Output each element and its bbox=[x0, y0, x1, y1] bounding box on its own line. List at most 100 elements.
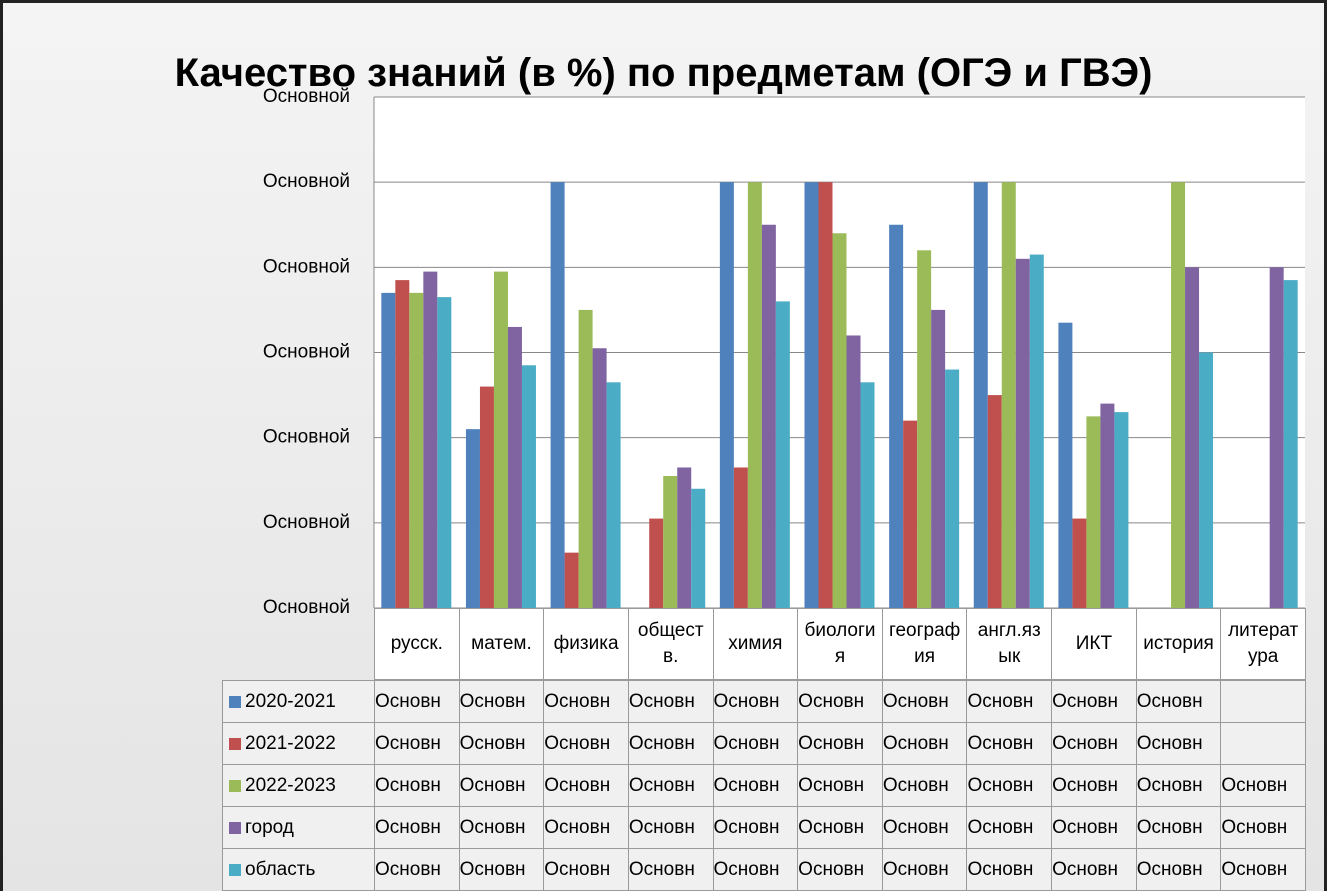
table-value: Основн bbox=[881, 764, 968, 807]
bar bbox=[649, 518, 664, 608]
x-tick-label: история bbox=[1135, 608, 1222, 680]
bar bbox=[987, 395, 1002, 608]
y-tick-label: Основной bbox=[263, 512, 350, 533]
bar bbox=[1269, 267, 1284, 608]
bar bbox=[846, 335, 861, 608]
legend-label: 2022-2023 bbox=[245, 774, 336, 796]
bar bbox=[1185, 267, 1200, 608]
bar bbox=[550, 182, 565, 608]
table-value: Основн bbox=[712, 764, 799, 807]
table-value: Основн bbox=[374, 722, 460, 765]
table-cell bbox=[1220, 680, 1306, 723]
table-value: Основн bbox=[627, 806, 714, 849]
chart-title: Качество знаний (в %) по предметам (ОГЭ … bbox=[174, 51, 1153, 95]
y-tick-label: Основной bbox=[263, 256, 350, 277]
legend-label: область bbox=[245, 858, 316, 880]
table-value: Основн bbox=[1051, 806, 1137, 849]
bar bbox=[606, 382, 621, 608]
legend-entry: область bbox=[222, 848, 375, 891]
table-value: Основн bbox=[1051, 848, 1137, 891]
table-value: Основн bbox=[543, 806, 629, 849]
table-value: Основн bbox=[1051, 722, 1137, 765]
bar bbox=[818, 182, 833, 608]
table-value: Основн bbox=[1051, 680, 1137, 723]
bar bbox=[860, 382, 875, 608]
bar bbox=[733, 467, 748, 608]
legend-label: город bbox=[245, 816, 294, 838]
bar bbox=[1171, 182, 1186, 608]
table-value: Основн bbox=[458, 848, 545, 891]
table-value: Основн bbox=[374, 806, 460, 849]
bar bbox=[761, 224, 776, 608]
legend-swatch bbox=[229, 695, 241, 708]
bar bbox=[409, 292, 424, 608]
table-value: Основн bbox=[1051, 764, 1137, 807]
table-value: Основн bbox=[543, 680, 629, 723]
bar bbox=[832, 233, 847, 608]
bar bbox=[747, 182, 762, 608]
table-value: Основн bbox=[458, 806, 545, 849]
legend-swatch bbox=[229, 779, 241, 792]
x-tick-label: биология bbox=[797, 608, 883, 680]
table-value: Основн bbox=[1135, 806, 1222, 849]
table-value: Основн bbox=[966, 722, 1053, 765]
table-value: Основн bbox=[1220, 848, 1306, 891]
table-value: Основн bbox=[881, 722, 968, 765]
bar bbox=[945, 369, 960, 608]
table-value: Основн bbox=[881, 680, 968, 723]
table-value: Основн bbox=[374, 764, 460, 807]
bar bbox=[381, 292, 396, 608]
y-tick-label: Основной bbox=[263, 171, 350, 192]
bar bbox=[1086, 416, 1101, 608]
bar bbox=[592, 348, 607, 608]
bar bbox=[931, 309, 946, 608]
table-value: Основн bbox=[712, 722, 799, 765]
table-value: Основн bbox=[966, 680, 1053, 723]
bar bbox=[1114, 412, 1129, 608]
x-tick-label: литература bbox=[1220, 608, 1306, 680]
bar bbox=[437, 297, 452, 608]
bar bbox=[578, 309, 593, 608]
table-value: Основн bbox=[881, 806, 968, 849]
table-cell bbox=[1220, 722, 1306, 765]
table-value: Основн bbox=[627, 764, 714, 807]
table-value: Основн bbox=[966, 764, 1053, 807]
legend-swatch bbox=[229, 863, 241, 876]
legend-entry: 2020-2021 bbox=[222, 680, 375, 723]
x-tick-label: англ.язык bbox=[966, 608, 1053, 680]
y-tick-label: Основной bbox=[263, 86, 350, 107]
bar bbox=[917, 250, 932, 609]
table-value: Основн bbox=[1220, 806, 1306, 849]
x-tick-label: химия bbox=[712, 608, 799, 680]
legend-entry: 2021-2022 bbox=[222, 722, 375, 765]
table-value: Основн bbox=[797, 722, 883, 765]
bar bbox=[1072, 518, 1087, 608]
bar bbox=[889, 224, 904, 608]
bar bbox=[719, 182, 734, 608]
legend-entry: город bbox=[222, 806, 375, 849]
table-value: Основн bbox=[458, 680, 545, 723]
bar bbox=[1058, 322, 1073, 608]
x-tick-label: матем. bbox=[458, 608, 545, 680]
bar bbox=[395, 280, 410, 608]
table-value: Основн bbox=[543, 764, 629, 807]
y-tick-label: Основной bbox=[263, 342, 350, 363]
chart: Основной Основной Основной Основной Основной… bbox=[263, 86, 1305, 618]
table-value: Основн bbox=[1135, 848, 1222, 891]
table-value: Основн bbox=[374, 680, 460, 723]
x-tick-label: русск. bbox=[374, 608, 460, 680]
table-value: Основн bbox=[627, 680, 714, 723]
bar bbox=[691, 488, 706, 608]
bar bbox=[1001, 182, 1016, 608]
table-value: Основн bbox=[712, 680, 799, 723]
legend-entry: 2022-2023 bbox=[222, 764, 375, 807]
legend-label: 2021-2022 bbox=[245, 732, 336, 754]
table-value: Основн bbox=[712, 806, 799, 849]
bar bbox=[903, 420, 918, 608]
bar bbox=[423, 271, 438, 608]
bar bbox=[775, 301, 790, 608]
table-value: Основн bbox=[1135, 680, 1222, 723]
table-value: Основн bbox=[1135, 764, 1222, 807]
bar bbox=[1199, 352, 1214, 608]
bar bbox=[973, 182, 988, 608]
